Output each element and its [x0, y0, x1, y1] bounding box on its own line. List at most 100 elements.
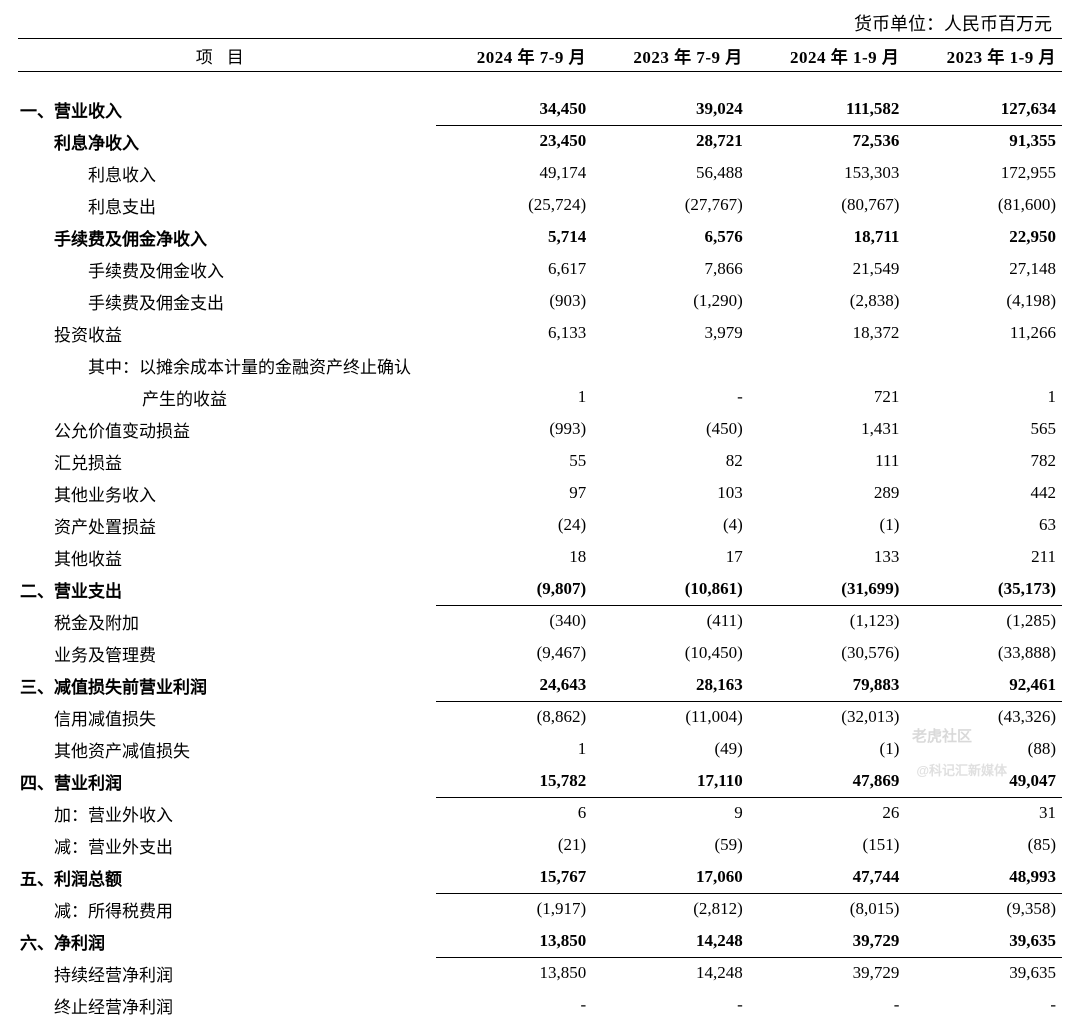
cell-value: (2,838) [749, 285, 906, 317]
row-label: 汇兑损益 [18, 445, 436, 477]
cell-value: 49,047 [905, 765, 1062, 797]
row-label: 四、营业利润 [18, 765, 436, 797]
cell-value: 79,883 [749, 669, 906, 701]
cell-value: (49) [592, 733, 749, 765]
table-row: 加：营业外收入692631 [18, 797, 1062, 829]
cell-value: 103 [592, 477, 749, 509]
col-2024q3: 2024 年 7-9 月 [436, 39, 593, 72]
cell-value: - [592, 381, 749, 413]
cell-value: (85) [905, 829, 1062, 861]
row-label: 其他业务收入 [18, 477, 436, 509]
cell-value: (411) [592, 605, 749, 637]
table-row: 二、营业支出(9,807)(10,861)(31,699)(35,173) [18, 573, 1062, 605]
col-2023ytd: 2023 年 1-9 月 [905, 39, 1062, 72]
cell-value: 153,303 [749, 157, 906, 189]
cell-value: - [436, 989, 593, 1021]
row-label: 一、营业收入 [18, 93, 436, 125]
cell-value: 31 [905, 797, 1062, 829]
cell-value: 39,729 [749, 957, 906, 989]
row-label: 业务及管理费 [18, 637, 436, 669]
cell-value: 289 [749, 477, 906, 509]
row-label: 公允价值变动损益 [18, 413, 436, 445]
cell-value: 6,576 [592, 221, 749, 253]
cell-value: 39,024 [592, 93, 749, 125]
cell-value: (993) [436, 413, 593, 445]
cell-value: 111 [749, 445, 906, 477]
table-row: 三、减值损失前营业利润24,64328,16379,88392,461 [18, 669, 1062, 701]
cell-value: (4) [592, 509, 749, 541]
cell-value [905, 349, 1062, 381]
cell-value: (30,576) [749, 637, 906, 669]
col-2024ytd: 2024 年 1-9 月 [749, 39, 906, 72]
cell-value: 111,582 [749, 93, 906, 125]
cell-value: 26 [749, 797, 906, 829]
cell-value: 39,729 [749, 925, 906, 957]
cell-value: 1,431 [749, 413, 906, 445]
table-row: 产生的收益1-7211 [18, 381, 1062, 413]
row-label: 五、利润总额 [18, 861, 436, 893]
cell-value: 63 [905, 509, 1062, 541]
cell-value: 6 [436, 797, 593, 829]
cell-value: 7,866 [592, 253, 749, 285]
cell-value: (27,767) [592, 189, 749, 221]
table-row: 公允价值变动损益(993)(450)1,431565 [18, 413, 1062, 445]
cell-value: 18,372 [749, 317, 906, 349]
cell-value: 97 [436, 477, 593, 509]
table-row: 四、营业利润15,78217,11047,86949,047 [18, 765, 1062, 797]
table-row: 手续费及佣金净收入5,7146,57618,71122,950 [18, 221, 1062, 253]
cell-value: 34,450 [436, 93, 593, 125]
row-label: 持续经营净利润 [18, 957, 436, 989]
cell-value: (24) [436, 509, 593, 541]
cell-value: 127,634 [905, 93, 1062, 125]
cell-value: 15,782 [436, 765, 593, 797]
cell-value: (80,767) [749, 189, 906, 221]
table-row: 其中：以摊余成本计量的金融资产终止确认 [18, 349, 1062, 381]
table-row: 利息净收入23,45028,72172,53691,355 [18, 125, 1062, 157]
cell-value: (35,173) [905, 573, 1062, 605]
table-row: 手续费及佣金收入6,6177,86621,54927,148 [18, 253, 1062, 285]
cell-value: (43,326) [905, 701, 1062, 733]
cell-value: 6,133 [436, 317, 593, 349]
row-label: 投资收益 [18, 317, 436, 349]
cell-value: - [905, 989, 1062, 1021]
cell-value: 17,110 [592, 765, 749, 797]
table-row: 投资收益6,1333,97918,37211,266 [18, 317, 1062, 349]
row-label: 手续费及佣金净收入 [18, 221, 436, 253]
table-row: 其他业务收入97103289442 [18, 477, 1062, 509]
cell-value: (33,888) [905, 637, 1062, 669]
cell-value: 24,643 [436, 669, 593, 701]
table-row: 汇兑损益5582111782 [18, 445, 1062, 477]
cell-value: (1,123) [749, 605, 906, 637]
cell-value: 72,536 [749, 125, 906, 157]
cell-value: (1) [749, 509, 906, 541]
row-label: 利息收入 [18, 157, 436, 189]
cell-value: (1,290) [592, 285, 749, 317]
cell-value: 47,869 [749, 765, 906, 797]
cell-value: 565 [905, 413, 1062, 445]
cell-value: 211 [905, 541, 1062, 573]
cell-value: - [749, 989, 906, 1021]
cell-value: 17,060 [592, 861, 749, 893]
row-label: 减：所得税费用 [18, 893, 436, 925]
col-item: 项目 [18, 39, 436, 72]
cell-value: 1 [436, 381, 593, 413]
cell-value: - [592, 989, 749, 1021]
currency-unit: 货币单位：人民币百万元 [18, 10, 1062, 36]
cell-value: 9 [592, 797, 749, 829]
row-label: 减：营业外支出 [18, 829, 436, 861]
cell-value: 56,488 [592, 157, 749, 189]
row-label: 六、净利润 [18, 925, 436, 957]
cell-value [592, 349, 749, 381]
cell-value: (31,699) [749, 573, 906, 605]
cell-value: (9,807) [436, 573, 593, 605]
cell-value: 782 [905, 445, 1062, 477]
cell-value: (81,600) [905, 189, 1062, 221]
table-row: 终止经营净利润---- [18, 989, 1062, 1021]
cell-value: 721 [749, 381, 906, 413]
cell-value: 6,617 [436, 253, 593, 285]
cell-value: 92,461 [905, 669, 1062, 701]
cell-value: 27,148 [905, 253, 1062, 285]
cell-value: 13,850 [436, 957, 593, 989]
cell-value: (59) [592, 829, 749, 861]
cell-value: 1 [905, 381, 1062, 413]
